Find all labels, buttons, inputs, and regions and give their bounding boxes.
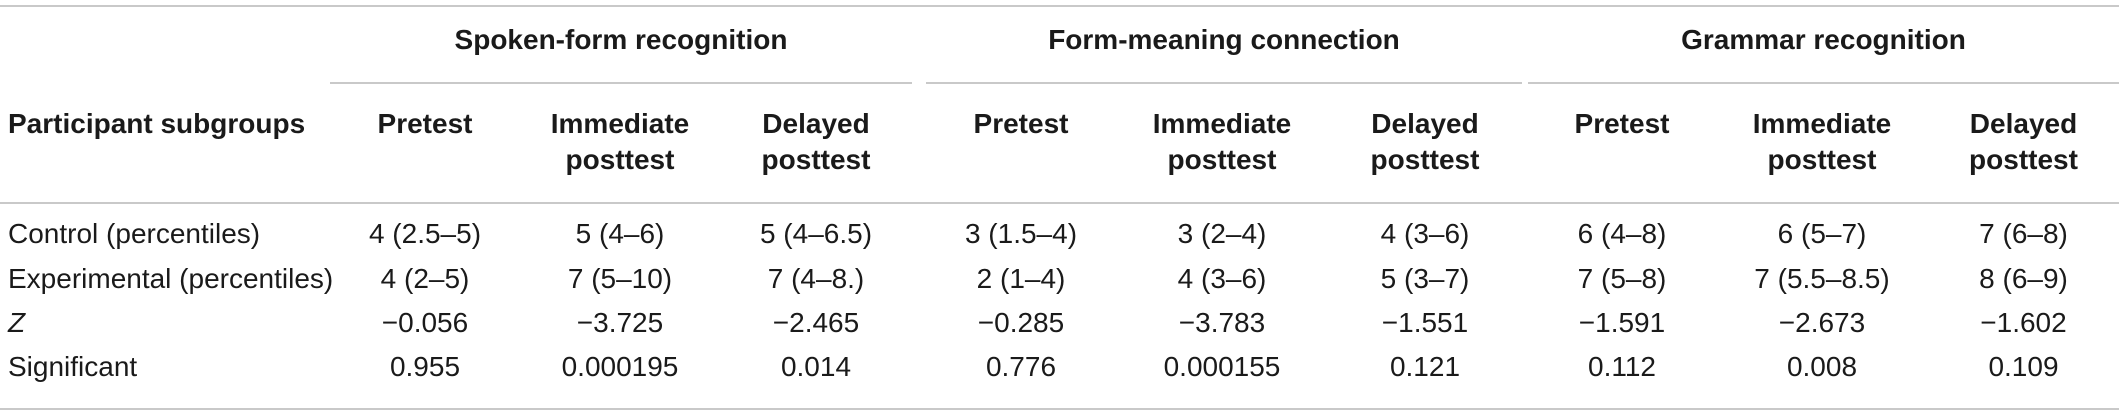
group-header-form-meaning: Form-meaning connection — [1048, 24, 1400, 55]
table-cell: 0.776 — [985, 351, 1057, 382]
subheader-line: Pretest — [377, 108, 473, 139]
table-cell: −3.725 — [576, 307, 664, 338]
table-cell: 4 (3–6) — [1177, 263, 1267, 294]
table-cell: 5 (3–7) — [1380, 263, 1470, 294]
table-cell: −0.056 — [381, 307, 469, 338]
subheader-grammar-delayed: Delayed posttest — [1928, 106, 2119, 178]
subheader-line: Delayed — [1371, 108, 1479, 139]
row-header-label: Participant subgroups — [8, 108, 306, 139]
subheader-line: Pretest — [1574, 108, 1670, 139]
table-cell: −1.551 — [1381, 307, 1469, 338]
subheader-line: Immediate — [550, 108, 690, 139]
table-cell: 7 (5.5–8.5) — [1754, 263, 1890, 294]
subheader-line: Immediate — [1752, 108, 1892, 139]
subheader-form-pretest: Pretest — [926, 106, 1116, 142]
subheader-line: posttest — [1767, 144, 1877, 175]
table-cell: −1.591 — [1578, 307, 1666, 338]
group-rule-spoken-form — [330, 82, 912, 84]
subheader-spoken-delayed: Delayed posttest — [720, 106, 912, 178]
row-label: Control (percentiles) — [8, 218, 261, 249]
table-cell: 0.000195 — [561, 351, 679, 382]
table-cell: 6 (5–7) — [1777, 218, 1867, 249]
table-cell: 7 (6–8) — [1979, 218, 2068, 249]
subheader-grammar-immediate: Immediate posttest — [1716, 106, 1928, 178]
table-cell: 0.955 — [389, 351, 461, 382]
table-cell: −3.783 — [1178, 307, 1266, 338]
subheader-line: Delayed — [1969, 108, 2078, 139]
table-cell: 7 (5–8) — [1577, 263, 1667, 294]
table-cell: 6 (4–8) — [1577, 218, 1667, 249]
table-cell: 4 (2–5) — [380, 263, 470, 294]
group-rule-form-meaning — [926, 82, 1522, 84]
table-cell: 4 (2.5–5) — [368, 218, 482, 249]
row-label: Experimental (percentiles) — [8, 263, 334, 294]
subheader-line: posttest — [1969, 144, 2078, 175]
row-label: Significant — [8, 351, 138, 382]
subheader-grammar-pretest: Pretest — [1528, 106, 1716, 142]
table-cell: −1.602 — [1980, 307, 2067, 338]
table-cell: 0.112 — [1588, 351, 1656, 382]
subheader-spoken-pretest: Pretest — [330, 106, 520, 142]
table-cell: −0.285 — [977, 307, 1065, 338]
table-cell: −2.673 — [1778, 307, 1866, 338]
subheader-line: Immediate — [1152, 108, 1292, 139]
table-cell: 0.121 — [1389, 351, 1461, 382]
group-rule-grammar — [1528, 82, 2119, 84]
table-cell: 5 (4–6.5) — [759, 218, 873, 249]
table-cell: −2.465 — [772, 307, 860, 338]
table-cell: 0.109 — [1988, 351, 2059, 382]
table-top-rule — [0, 5, 2119, 7]
subheader-form-immediate: Immediate posttest — [1116, 106, 1328, 178]
table-cell: 0.008 — [1786, 351, 1858, 382]
table-cell: 7 (4–8.) — [767, 263, 865, 294]
subheader-line: Delayed — [762, 108, 870, 139]
header-bottom-rule — [0, 202, 2119, 204]
subheader-form-delayed: Delayed posttest — [1328, 106, 1522, 178]
table-cell: 8 (6–9) — [1979, 263, 2068, 294]
table-cell: 7 (5–10) — [567, 263, 673, 294]
table-cell: 0.000155 — [1163, 351, 1281, 382]
table-cell: 5 (4–6) — [575, 218, 665, 249]
subheader-line: posttest — [1167, 144, 1277, 175]
table-cell: 3 (1.5–4) — [964, 218, 1078, 249]
row-label: Z — [8, 307, 26, 338]
subheader-line: Pretest — [973, 108, 1069, 139]
table-cell: 3 (2–4) — [1177, 218, 1267, 249]
subheader-spoken-immediate: Immediate posttest — [520, 106, 720, 178]
group-header-spoken-form: Spoken-form recognition — [454, 24, 788, 55]
group-header-grammar: Grammar recognition — [1681, 24, 1966, 55]
subheader-line: posttest — [565, 144, 675, 175]
subheader-line: posttest — [1370, 144, 1480, 175]
table-cell: 4 (3–6) — [1380, 218, 1470, 249]
table-bottom-rule — [0, 408, 2119, 410]
table-cell: 2 (1–4) — [976, 263, 1066, 294]
subheader-line: posttest — [761, 144, 871, 175]
table-cell: 0.014 — [780, 351, 852, 382]
